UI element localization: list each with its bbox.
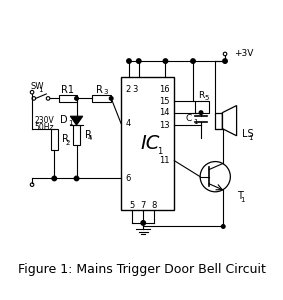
Circle shape <box>191 59 195 63</box>
Text: SW: SW <box>30 82 44 91</box>
Bar <box>59 95 76 102</box>
Text: IC: IC <box>141 134 160 153</box>
Text: C: C <box>186 114 192 123</box>
Text: 4: 4 <box>125 119 131 128</box>
Text: 50Hz: 50Hz <box>35 123 54 132</box>
Circle shape <box>127 59 131 63</box>
Bar <box>73 125 80 145</box>
Text: Figure 1: Mains Trigger Door Bell Circuit: Figure 1: Mains Trigger Door Bell Circui… <box>18 263 265 276</box>
Text: R: R <box>198 91 204 100</box>
Text: 1: 1 <box>39 87 43 93</box>
Bar <box>92 95 111 102</box>
Text: 2: 2 <box>65 140 70 146</box>
Text: 1: 1 <box>68 120 73 126</box>
Text: 230V: 230V <box>35 116 54 125</box>
Circle shape <box>222 225 225 228</box>
Circle shape <box>223 59 227 63</box>
Text: R: R <box>96 85 103 94</box>
Bar <box>195 101 209 112</box>
Text: T: T <box>237 191 243 201</box>
Circle shape <box>199 111 203 114</box>
Text: 2: 2 <box>125 85 131 94</box>
Text: 5: 5 <box>204 95 209 101</box>
Bar <box>121 77 174 211</box>
Text: 7: 7 <box>141 201 146 210</box>
Text: D: D <box>60 115 68 125</box>
Polygon shape <box>70 116 83 125</box>
Circle shape <box>141 221 145 225</box>
Text: R1: R1 <box>61 85 74 94</box>
Text: 5: 5 <box>129 201 134 210</box>
Text: 13: 13 <box>159 121 170 130</box>
Circle shape <box>52 176 57 181</box>
Text: 4: 4 <box>88 135 92 141</box>
Text: R: R <box>62 134 69 144</box>
Text: 1: 1 <box>248 134 253 140</box>
Circle shape <box>137 59 141 63</box>
Text: 1: 1 <box>241 197 245 203</box>
Text: 3: 3 <box>104 89 108 95</box>
Text: 8: 8 <box>151 201 156 210</box>
Circle shape <box>163 59 168 63</box>
Text: +3V: +3V <box>234 50 253 58</box>
Circle shape <box>74 176 79 181</box>
Text: R: R <box>85 130 91 140</box>
Text: 3: 3 <box>132 85 138 94</box>
Bar <box>51 129 58 150</box>
Text: 16: 16 <box>159 85 170 94</box>
Circle shape <box>110 97 113 100</box>
Text: LS: LS <box>242 129 254 139</box>
Text: 15: 15 <box>159 97 170 106</box>
Text: 6: 6 <box>125 174 131 183</box>
Circle shape <box>75 97 78 100</box>
Text: 11: 11 <box>159 156 170 165</box>
Text: 1: 1 <box>158 147 163 156</box>
Text: 1: 1 <box>193 119 198 125</box>
Bar <box>215 112 222 129</box>
Text: 14: 14 <box>159 108 170 117</box>
